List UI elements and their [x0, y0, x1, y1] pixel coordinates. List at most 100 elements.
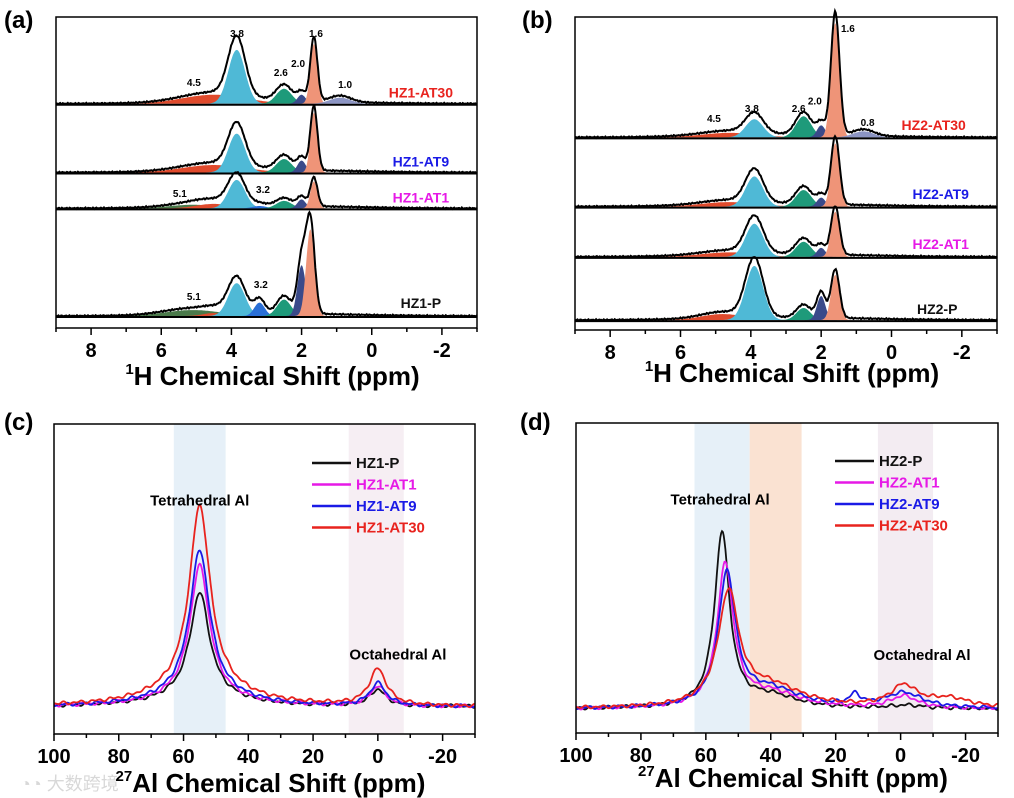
- panel-d: HZ2-P HZ2-AT1 HZ2-AT9 HZ2-AT30 Tetrahedral A…: [520, 409, 999, 793]
- sample-label: HZ2-AT9: [912, 186, 969, 202]
- panel-label: (d): [520, 409, 551, 436]
- spectrum-line-HZ1-AT30: [55, 34, 478, 106]
- fit-component-3.2: [56, 302, 477, 317]
- spectrum-line-HZ1-P: [55, 210, 478, 318]
- peak-label: 3.2: [254, 280, 268, 291]
- legend-label: HZ1-AT30: [356, 520, 425, 537]
- spectrum-line-HZ1-AT1: [55, 171, 478, 211]
- spectrum-line-HZ2-AT30: [575, 587, 999, 710]
- peak-label: 2.0: [808, 96, 822, 107]
- x-tick-label: 80: [630, 745, 652, 767]
- legend-label: HZ1-AT9: [356, 498, 417, 515]
- panel-label: (b): [522, 7, 553, 34]
- x-tick-label: 2: [296, 340, 307, 362]
- peak-label: 2.6: [274, 68, 288, 79]
- x-tick-label: 0: [886, 342, 897, 364]
- legend-label: HZ1-P: [356, 455, 399, 472]
- peak-label: 1.6: [309, 29, 323, 40]
- x-axis-title-text: H Chemical Shift (ppm): [653, 358, 939, 388]
- spectrum-line-HZ1-AT9: [53, 549, 476, 709]
- spectrum-line-HZ2-AT9: [574, 134, 998, 209]
- x-tick-label: -20: [951, 745, 980, 767]
- spectrum-line-HZ2-AT30: [574, 7, 998, 140]
- x-tick-label: 4: [745, 342, 757, 364]
- sample-label: HZ1-AT30: [389, 85, 454, 101]
- sample-label: HZ1-AT1: [393, 189, 450, 205]
- region-annotation: Tetrahedral Al: [150, 492, 249, 509]
- plot-frame: [53, 423, 476, 735]
- spectrum-line-HZ1-AT1: [53, 562, 476, 709]
- x-tick-label: 60: [172, 746, 194, 768]
- panel-a: HZ1-AT30 HZ1-AT9 HZ1-AT1 HZ1-P 3.8 1.6 2.62.0 4…: [4, 7, 478, 391]
- sample-label: HZ1-AT9: [393, 154, 450, 170]
- peak-label: 4.5: [707, 114, 721, 125]
- region-annotation: Tetrahedral Al: [671, 491, 770, 508]
- legend-label: HZ2-P: [879, 453, 922, 470]
- fit-component-5.1: [56, 310, 477, 317]
- peak-label: 5.1: [173, 189, 187, 200]
- panel-label: (c): [4, 409, 33, 436]
- x-tick-label: -2: [953, 342, 971, 364]
- spectrum-line-HZ1-AT9: [55, 104, 478, 175]
- x-axis-title-superscript: 1: [125, 361, 133, 378]
- shaded-region: [877, 423, 934, 733]
- panel-c: HZ1-P HZ1-AT1 HZ1-AT9 HZ1-AT30 Tetrahedral A…: [4, 409, 476, 798]
- x-tick-label: 0: [895, 745, 906, 767]
- legend-label: HZ2-AT30: [879, 518, 948, 535]
- x-axis-title-superscript: 27: [116, 768, 133, 785]
- fit-component-3.2: [56, 206, 477, 209]
- x-tick-label: 80: [108, 746, 130, 768]
- peak-label: 2.0: [291, 59, 305, 70]
- panel-b: HZ2-AT30 HZ2-AT9 HZ2-AT1 HZ2-P 1.6 2.02.6 3.8 4…: [522, 7, 998, 388]
- x-tick-label: 20: [302, 746, 324, 768]
- x-axis-title: 27Al Chemical Shift (ppm): [638, 763, 948, 793]
- x-axis-title-superscript: 1: [645, 358, 653, 375]
- x-axis-title-text: Al Chemical Shift (ppm): [132, 768, 425, 798]
- x-tick-label: 8: [86, 340, 97, 362]
- sample-label: HZ2-P: [917, 301, 957, 317]
- sample-label: HZ2-AT30: [902, 117, 967, 133]
- peak-label: 3.2: [256, 185, 270, 196]
- x-tick-label: 0: [366, 340, 377, 362]
- peak-label: 1.0: [338, 80, 352, 91]
- plot-frame: [575, 422, 999, 734]
- plot-frame: [574, 16, 998, 331]
- x-tick-label: 6: [675, 342, 686, 364]
- spectrum-line-HZ1-AT30: [53, 503, 475, 708]
- region-annotation: Octahedral Al: [874, 647, 971, 664]
- peak-label: 1.6: [841, 24, 855, 35]
- x-axis-title-text: H Chemical Shift (ppm): [134, 361, 420, 391]
- x-tick-label: 40: [237, 746, 259, 768]
- fit-component-5.1: [56, 204, 477, 209]
- x-tick-label: 40: [760, 745, 782, 767]
- x-axis-title-superscript: 27: [638, 763, 655, 780]
- x-axis-title: 1H Chemical Shift (ppm): [125, 361, 419, 391]
- legend-label: HZ2-AT9: [879, 496, 940, 513]
- x-axis-title: 27Al Chemical Shift (ppm): [116, 768, 426, 798]
- peak-label: 2.6: [792, 104, 806, 115]
- x-tick-label: 6: [156, 340, 167, 362]
- watermark-logo: ◔◔ 大数跨境: [20, 774, 119, 794]
- region-annotation: Octahedral Al: [349, 647, 446, 664]
- peak-label: 5.1: [187, 292, 201, 303]
- x-axis-title-text: Al Chemical Shift (ppm): [655, 763, 948, 793]
- legend-label: HZ1-AT1: [356, 477, 417, 494]
- x-tick-label: 2: [816, 342, 827, 364]
- fit-component-4.5: [56, 94, 477, 104]
- spectrum-line-HZ2-AT1: [575, 560, 999, 711]
- x-tick-label: -20: [428, 746, 457, 768]
- x-tick-label: -2: [433, 340, 451, 362]
- x-tick-label: 0: [372, 746, 383, 768]
- x-tick-label: 100: [559, 745, 592, 767]
- sample-label: HZ2-AT1: [912, 236, 969, 252]
- peak-label: 0.8: [861, 118, 875, 129]
- x-tick-label: 4: [226, 340, 238, 362]
- spectrum-line-HZ2-P: [574, 256, 998, 323]
- x-tick-label: 8: [605, 342, 616, 364]
- x-tick-label: 60: [695, 745, 717, 767]
- peak-label: 3.8: [230, 29, 244, 40]
- x-tick-label: 20: [825, 745, 847, 767]
- shaded-region: [173, 424, 226, 734]
- panel-label: (a): [4, 7, 33, 34]
